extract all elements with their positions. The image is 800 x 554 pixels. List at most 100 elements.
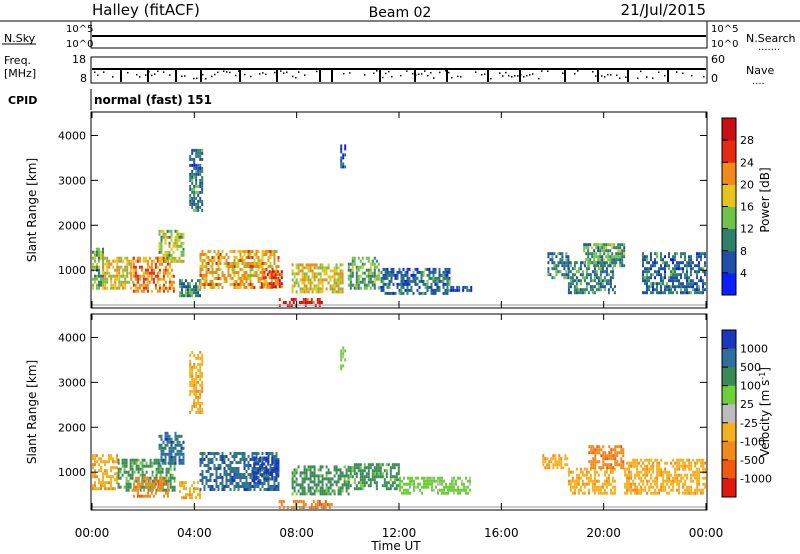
cpid-row: CPID normal (fast) 151 <box>8 89 212 110</box>
time-axis-title: Time UT <box>370 539 421 553</box>
colorbar-tick-label: 500 <box>740 361 761 374</box>
colorbar-tick-label: -500 <box>740 454 765 467</box>
nave-dot <box>418 73 420 75</box>
colorbar-tick-label: -25 <box>740 417 758 430</box>
nave-dot <box>292 75 294 78</box>
power-plot-area <box>92 144 706 307</box>
nave-dot <box>244 73 246 76</box>
nave-label: Nave <box>746 64 774 77</box>
nave-spikes <box>94 69 705 82</box>
colorbar-tick-label: 28 <box>740 134 754 147</box>
nave-dot <box>547 70 549 72</box>
freq-frame <box>90 56 708 84</box>
colorbar-segment <box>722 206 736 230</box>
y-tick-label: 3000 <box>58 174 86 187</box>
beam-label: Beam 02 <box>369 5 432 21</box>
velocity-colorbar: 1000 500 100 25 -25 -100 -500 -1000 <box>721 329 772 498</box>
velocity-colorbar-label: Velocity [m s-1] <box>758 367 773 457</box>
echo-region <box>450 285 473 292</box>
echo-region <box>278 500 333 509</box>
echo-region <box>260 270 283 289</box>
colorbar-segment <box>722 162 736 185</box>
y-tick-label: 4000 <box>58 331 86 344</box>
nave-dot <box>529 74 531 76</box>
colorbar-segment <box>722 330 736 350</box>
nsky-panel: N.Sky 10^5 10^0 10^5 10^0 N.Search .....… <box>0 20 800 53</box>
y-tick-label: 2000 <box>58 421 86 434</box>
echo-region <box>347 256 380 290</box>
nave-dot <box>625 76 627 78</box>
power-colorbar-label: Power [dB] <box>758 167 772 232</box>
echo-region <box>132 256 175 293</box>
nave-dot <box>238 70 240 72</box>
power-panel: 1000 2000 3000 4000 Slant Range [km] 4 8 12 16… <box>25 111 772 309</box>
echo-region <box>132 476 169 498</box>
nave-dot <box>103 71 105 73</box>
nave-dot <box>265 73 267 76</box>
nave-dot <box>577 70 579 72</box>
time-tick-label: 12:00 <box>382 526 417 540</box>
nave-dot <box>388 70 390 73</box>
nave-dot <box>616 74 618 76</box>
nave-dot <box>298 71 300 73</box>
colorbar-segment <box>722 459 736 479</box>
nave-dot <box>259 73 261 75</box>
echo-region <box>102 256 135 290</box>
freq-label-line1: Freq. <box>4 54 31 67</box>
cpid-label: CPID <box>8 94 37 107</box>
colorbar-tick-label: 25 <box>740 398 754 411</box>
nave-dot <box>157 70 159 73</box>
nsky-tick-high: 10^5 <box>66 24 93 35</box>
echo-region <box>189 148 204 212</box>
nave-dot <box>610 74 612 76</box>
nave-dot <box>607 73 609 76</box>
colorbar-tick-label: -1000 <box>740 472 772 485</box>
nave-dot <box>127 71 129 74</box>
nave-dot <box>538 77 540 80</box>
nave-dot <box>376 70 378 72</box>
time-tick-label: 16:00 <box>484 526 519 540</box>
nave-dot <box>262 72 264 74</box>
nave-dot <box>514 75 516 77</box>
nave-dot <box>211 75 213 78</box>
echo-region <box>291 465 350 496</box>
power-x-ticks <box>91 112 707 308</box>
nave-dot <box>214 73 216 76</box>
velocity-plot-area <box>92 346 707 509</box>
colorbar-segment <box>722 140 736 163</box>
echo-region <box>179 279 201 298</box>
colorbar-segment <box>722 118 736 141</box>
nave-dot <box>430 71 432 74</box>
nave-dot <box>94 71 96 74</box>
colorbar-tick-label: 12 <box>740 223 754 236</box>
echo-region <box>567 467 616 495</box>
nave-dot <box>205 77 207 80</box>
nave-dot <box>400 74 402 77</box>
nave-dot <box>652 77 654 79</box>
nave-dot <box>235 74 237 77</box>
nave-dot <box>511 76 513 78</box>
nave-dot <box>499 72 501 74</box>
nave-dot <box>364 74 366 76</box>
nave-dot <box>541 70 543 72</box>
nave-dot <box>676 71 678 73</box>
nsky-label: N.Sky <box>4 32 36 45</box>
nave-tick-low: 0 <box>711 72 718 85</box>
nave-dot <box>490 77 492 80</box>
nave-dot <box>343 72 345 75</box>
nave-dot <box>316 70 318 73</box>
nsky-frame <box>90 20 708 49</box>
echo-region <box>642 252 706 295</box>
nave-dot <box>145 74 147 76</box>
nave-dot <box>445 70 447 72</box>
echo-region <box>624 458 707 495</box>
colorbar-segment <box>722 184 736 207</box>
freq-tick-low: 8 <box>80 72 87 85</box>
nave-dot <box>619 77 621 80</box>
nave-dot <box>373 72 375 75</box>
colorbar-tick-label: 1000 <box>740 343 768 356</box>
nave-dot <box>202 73 204 76</box>
colorbar-tick-label: 8 <box>740 245 747 258</box>
colorbar-segment <box>722 404 736 424</box>
